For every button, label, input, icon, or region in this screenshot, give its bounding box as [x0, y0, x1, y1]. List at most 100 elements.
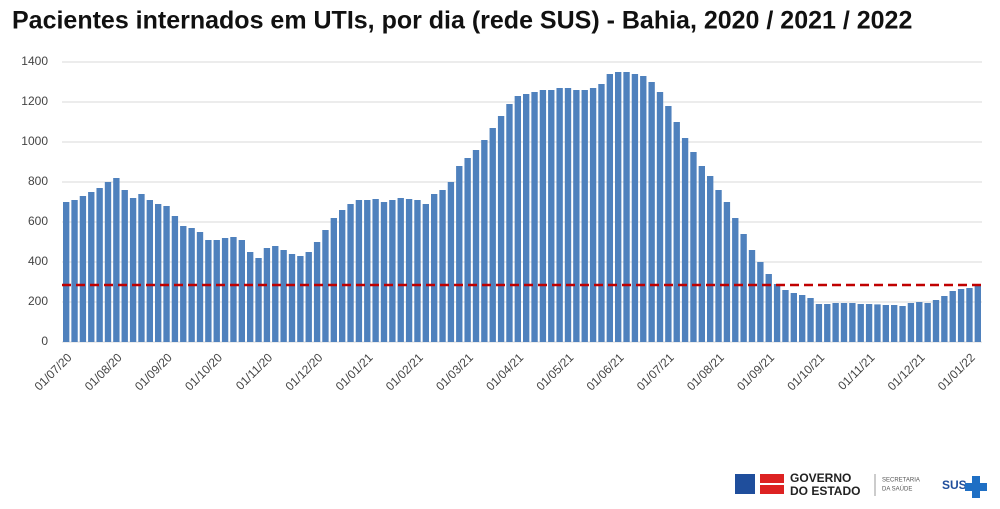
bar [665, 106, 672, 342]
bar [907, 303, 915, 342]
x-tick-label: 01/11/20 [233, 350, 276, 393]
x-tick-label: 01/09/21 [734, 350, 777, 393]
bar [732, 218, 739, 342]
bar [263, 248, 271, 342]
bar [238, 240, 245, 342]
logo-icon [760, 485, 784, 494]
x-tick-label: 01/11/21 [835, 350, 878, 393]
bar [196, 232, 204, 342]
bar [347, 204, 354, 342]
bar [213, 240, 220, 342]
bar [171, 216, 179, 342]
bar [615, 72, 622, 342]
logo-icon [760, 474, 784, 483]
bar [882, 305, 889, 342]
bar [564, 88, 572, 342]
bar [146, 200, 153, 342]
bar [205, 240, 212, 342]
bar [581, 90, 588, 342]
bar [891, 305, 898, 342]
bar [631, 74, 639, 342]
x-tick-label: 01/01/21 [333, 350, 376, 393]
bar [88, 192, 95, 342]
x-tick-label: 01/01/22 [935, 350, 978, 393]
bar [765, 274, 772, 342]
x-tick-label: 01/08/21 [684, 350, 727, 393]
bar [681, 138, 689, 342]
x-tick-label: 01/05/21 [533, 350, 576, 393]
x-tick-label: 01/09/20 [132, 350, 175, 393]
logo-icon [735, 474, 755, 494]
bar [690, 152, 697, 342]
bar [539, 90, 547, 342]
bar [297, 256, 304, 342]
bar [807, 298, 814, 342]
bar [548, 90, 555, 342]
bar [447, 182, 455, 342]
bar [849, 303, 856, 342]
bar [414, 200, 421, 342]
logo-icon [965, 476, 987, 498]
bar [355, 200, 363, 342]
bar [815, 304, 823, 342]
y-tick-label: 1200 [21, 94, 48, 108]
y-tick-label: 800 [28, 174, 48, 188]
bar [949, 291, 956, 342]
bar [221, 238, 229, 342]
footer-logo: GOVERNO DO ESTADO SECRETARIA DA SAÚDE SU… [735, 471, 987, 498]
bar [773, 284, 781, 342]
bar [155, 204, 162, 342]
bar [514, 96, 521, 342]
bar [113, 178, 120, 342]
bar [121, 190, 128, 342]
bar [497, 116, 505, 342]
bar [865, 304, 873, 342]
x-tick-label: 01/02/21 [383, 350, 426, 393]
bar [180, 226, 187, 342]
bar [840, 303, 848, 342]
bar [389, 200, 396, 342]
y-tick-label: 1000 [21, 134, 48, 148]
x-tick-label: 01/03/21 [433, 350, 476, 393]
logo-text: GOVERNO [790, 471, 851, 485]
bar [456, 166, 463, 342]
bar [422, 204, 429, 342]
x-tick-label: 01/06/21 [584, 350, 627, 393]
bar [648, 82, 655, 342]
bar [932, 300, 940, 342]
x-tick-label: 01/10/21 [784, 350, 827, 393]
bar [138, 194, 145, 342]
bar [899, 306, 906, 342]
bar [364, 200, 371, 342]
bar [523, 94, 530, 342]
bar [673, 122, 680, 342]
logo-text: SUS [942, 478, 967, 492]
bar [640, 76, 647, 342]
bar [941, 296, 948, 342]
x-tick-label: 01/12/20 [283, 350, 326, 393]
bar [129, 198, 137, 342]
bar [397, 198, 404, 342]
bar [974, 286, 981, 342]
x-tick-label: 01/04/21 [483, 350, 526, 393]
bar [966, 288, 973, 342]
bar [439, 190, 446, 342]
bar [957, 289, 965, 342]
bar [280, 250, 287, 342]
y-tick-label: 200 [28, 294, 48, 308]
bar [790, 293, 797, 342]
bar [313, 242, 321, 342]
bar [481, 140, 488, 342]
x-tick-label: 01/10/20 [182, 350, 225, 393]
bar [707, 176, 714, 342]
bar [163, 206, 170, 342]
x-tick-label: 01/07/20 [32, 350, 75, 393]
chart-title: Pacientes internados em UTIs, por dia (r… [12, 7, 912, 35]
bar [380, 202, 388, 342]
bar [589, 88, 597, 342]
bar [489, 128, 496, 342]
x-tick-label: 01/07/21 [634, 350, 677, 393]
bar [832, 303, 839, 342]
bar [272, 246, 279, 342]
